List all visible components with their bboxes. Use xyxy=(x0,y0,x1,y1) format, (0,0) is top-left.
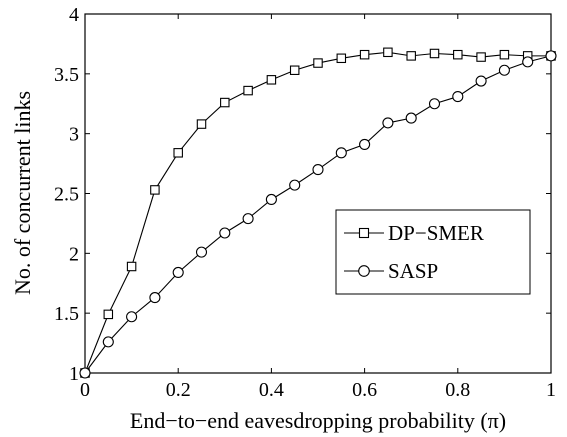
y-tick-label: 2.5 xyxy=(54,184,79,206)
y-axis-label: No. of concurrent links xyxy=(10,91,35,295)
data-point-sasp xyxy=(219,227,231,239)
y-tick-label: 1 xyxy=(69,363,79,385)
series-layer xyxy=(79,47,557,379)
x-tick-label: 0.6 xyxy=(352,379,377,401)
data-point-sasp xyxy=(428,98,441,110)
data-point-sasp xyxy=(335,147,347,159)
y-tick-label: 3 xyxy=(69,124,79,146)
data-point-dp-smer xyxy=(126,261,137,272)
data-point-dp-smer xyxy=(289,65,300,75)
data-point-dp-smer xyxy=(103,309,114,320)
data-point-sasp xyxy=(149,292,161,304)
y-tick-label: 1.5 xyxy=(54,303,79,325)
x-tick-label: 0.8 xyxy=(445,379,470,401)
legend-label-sasp: SASP xyxy=(388,259,438,283)
data-point-sasp xyxy=(522,56,534,68)
data-point-dp-smer xyxy=(266,75,277,85)
data-point-dp-smer xyxy=(173,148,183,158)
data-point-dp-smer xyxy=(499,49,510,60)
legend: DP−SMER SASP xyxy=(335,209,531,295)
data-point-dp-smer xyxy=(476,52,486,62)
data-point-sasp xyxy=(79,367,91,379)
x-axis-label: End−to−end eavesdropping probability (π) xyxy=(130,408,506,433)
y-tick-label: 3.5 xyxy=(54,64,79,86)
data-point-dp-smer xyxy=(243,85,253,96)
data-point-sasp xyxy=(289,179,301,191)
data-point-dp-smer xyxy=(453,49,463,60)
data-point-sasp xyxy=(172,266,184,279)
data-point-dp-smer xyxy=(220,97,230,108)
data-point-dp-smer xyxy=(406,51,416,61)
legend-marker-sasp xyxy=(358,265,370,277)
legend-box xyxy=(335,209,531,295)
data-point-dp-smer xyxy=(150,185,160,195)
y-tick-label: 2 xyxy=(69,243,79,265)
data-point-sasp xyxy=(405,112,417,124)
plot-area xyxy=(84,13,552,374)
data-point-sasp xyxy=(498,64,510,76)
data-point-sasp xyxy=(242,213,254,225)
x-tick-label: 0.2 xyxy=(166,379,191,401)
data-point-dp-smer xyxy=(196,119,207,129)
data-point-sasp xyxy=(382,117,394,129)
data-point-dp-smer xyxy=(359,49,370,60)
x-tick-label: 1 xyxy=(546,379,556,401)
legend-label-dp-smer: DP−SMER xyxy=(388,221,484,245)
data-point-sasp xyxy=(475,75,487,87)
data-point-sasp xyxy=(102,336,114,348)
data-point-sasp xyxy=(359,138,371,150)
data-point-dp-smer xyxy=(429,48,440,59)
data-point-sasp xyxy=(312,164,324,176)
data-point-sasp xyxy=(126,311,138,323)
data-point-sasp xyxy=(545,50,557,62)
x-tick-label: 0.4 xyxy=(259,379,284,401)
axis-ticks: 0 0.2 0.4 0.6 0.8 1 1 1.5 2 2.5 3 3.5 4 xyxy=(54,4,556,401)
data-point-sasp xyxy=(195,246,208,258)
data-point-dp-smer xyxy=(313,58,323,68)
data-point-sasp xyxy=(265,193,277,206)
data-point-sasp xyxy=(452,91,464,103)
y-tick-label: 4 xyxy=(69,4,79,26)
data-point-dp-smer xyxy=(383,47,393,58)
x-tick-label: 0 xyxy=(80,379,90,401)
legend-marker-dp-smer xyxy=(358,227,370,239)
data-point-dp-smer xyxy=(336,53,347,64)
series-sasp xyxy=(79,50,557,379)
